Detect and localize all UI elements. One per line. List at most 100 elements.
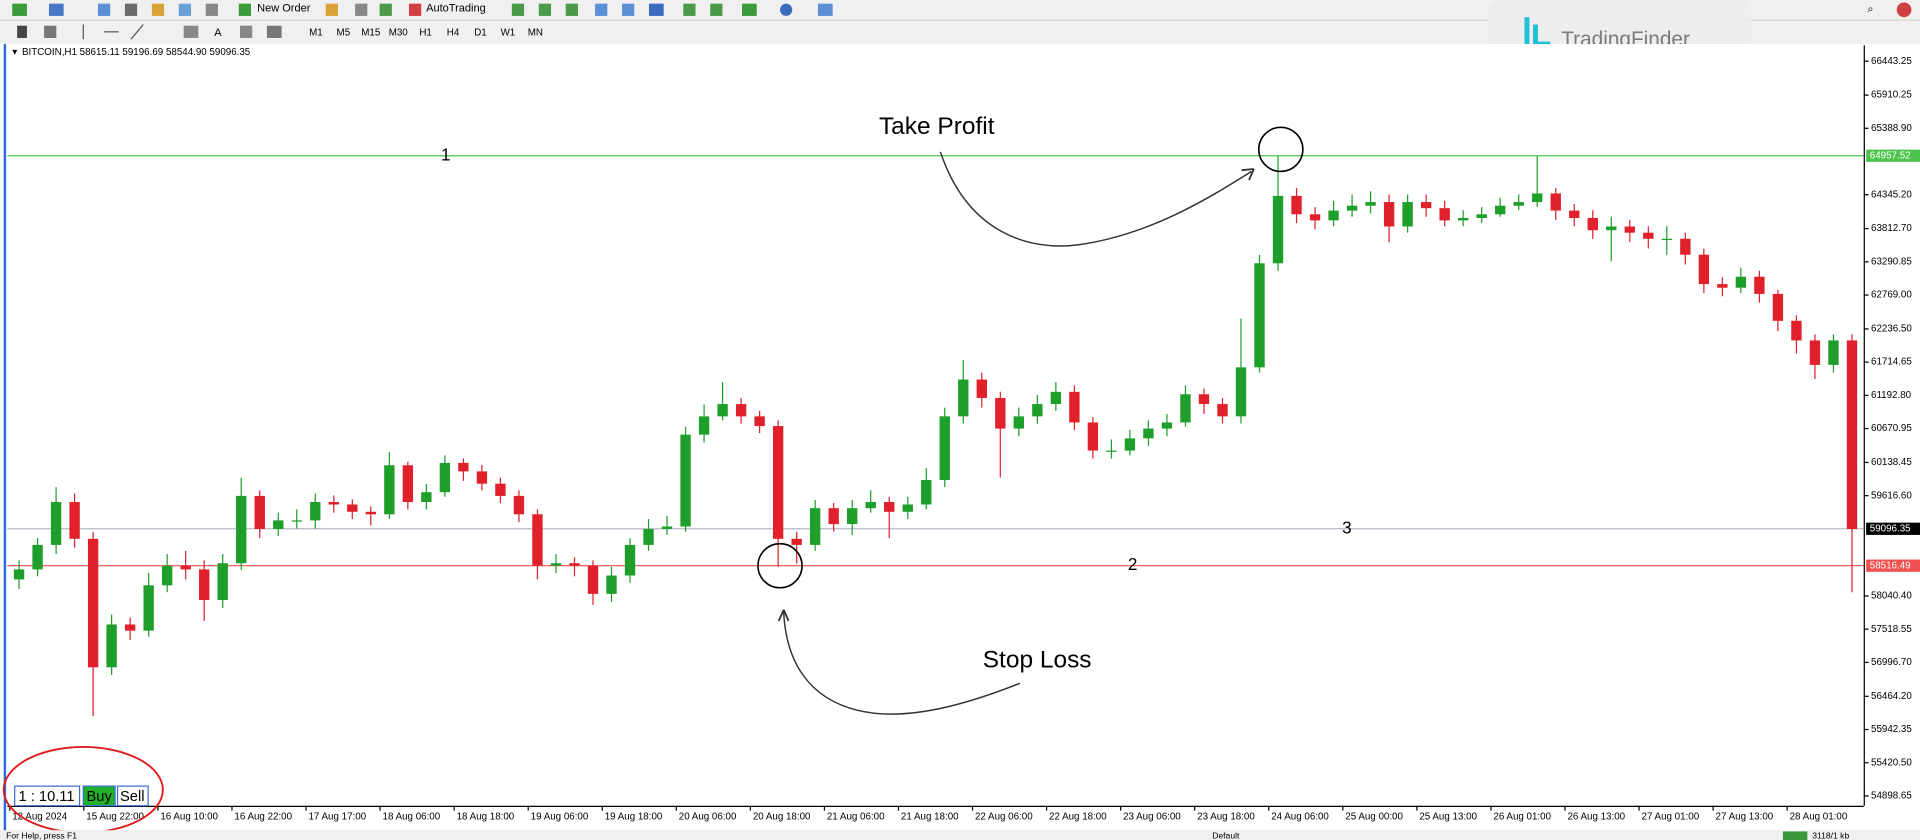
candle-body <box>958 379 969 417</box>
candle-body <box>50 502 62 545</box>
candle-body <box>1457 217 1469 221</box>
candle-body <box>995 397 1006 429</box>
buy-button[interactable] <box>82 785 116 807</box>
candle-body <box>402 465 414 503</box>
icon[interactable] <box>565 3 578 16</box>
candle-body <box>865 502 876 509</box>
icon[interactable] <box>12 3 27 16</box>
highlight-circle <box>1257 126 1304 173</box>
label-tool[interactable] <box>240 25 253 38</box>
text-tool[interactable]: A <box>214 27 222 39</box>
x-labels: 12 Aug 2024 15 Aug 22:00 16 Aug 10:00 16 Au… <box>9 805 1848 822</box>
icon[interactable] <box>622 3 635 16</box>
icon[interactable] <box>595 3 608 16</box>
y-tick-label: 56464.20 <box>1871 691 1912 702</box>
buy-label[interactable]: Buy <box>87 789 113 805</box>
toolbar-icons: A <box>12 3 833 40</box>
timeframe-button[interactable]: W1 <box>501 28 516 39</box>
candle-body <box>180 565 191 570</box>
icon[interactable] <box>178 3 192 16</box>
candle-body <box>1420 202 1432 209</box>
timeframe-button[interactable]: H1 <box>419 28 432 39</box>
candle-body <box>828 508 839 525</box>
candle-body <box>1365 202 1376 206</box>
candle-body <box>587 565 599 594</box>
icon[interactable] <box>48 3 64 16</box>
candle-body <box>254 495 265 529</box>
timeframe-button[interactable]: M30 <box>389 28 409 39</box>
shapes-tool[interactable] <box>266 25 282 38</box>
x-tick-label: 18 Aug 06:00 <box>383 811 441 822</box>
candle-body <box>1809 340 1821 365</box>
candle-body <box>476 471 488 484</box>
price-tag-label: 64957.52 <box>1870 150 1911 161</box>
candle-body <box>1272 195 1284 264</box>
x-tick-label: 15 Aug 22:00 <box>86 811 144 822</box>
icon[interactable] <box>780 3 793 16</box>
fibo-tool[interactable] <box>183 25 199 38</box>
status-profile: Default <box>1212 831 1240 840</box>
y-tick-label: 63812.70 <box>1871 223 1912 234</box>
icon[interactable] <box>648 3 664 16</box>
icon[interactable] <box>151 3 165 16</box>
icon[interactable] <box>683 3 696 16</box>
candle-body <box>495 483 506 496</box>
icon[interactable] <box>538 3 552 16</box>
ratio-box[interactable] <box>14 785 81 807</box>
annotation: Stop Loss <box>983 647 1092 674</box>
timeframes: M1 M5 M15 M30 H1 H4 D1 W1 MN <box>309 28 543 39</box>
candle-body <box>1717 284 1728 288</box>
timeframe-button[interactable]: MN <box>528 28 543 39</box>
candle-body <box>1180 394 1191 423</box>
timeframe-button[interactable]: D1 <box>474 28 487 39</box>
x-tick-label: 22 Aug 06:00 <box>975 811 1033 822</box>
candle-body <box>1495 205 1506 215</box>
trendline-tool[interactable] <box>130 24 144 40</box>
icon[interactable] <box>355 3 368 16</box>
sell-button[interactable] <box>116 785 149 807</box>
icon[interactable] <box>124 3 138 16</box>
candle-body <box>217 563 228 601</box>
icon[interactable] <box>97 3 111 16</box>
cursor-tool[interactable] <box>17 25 27 38</box>
icon[interactable] <box>379 3 392 16</box>
timeframe-button[interactable]: M5 <box>337 28 351 39</box>
connection-icon <box>1782 831 1808 840</box>
icon[interactable] <box>817 3 833 16</box>
candle-body <box>1661 238 1673 241</box>
crosshair-tool[interactable] <box>44 25 57 38</box>
arrow <box>939 151 1252 247</box>
notification-icon[interactable] <box>1896 2 1912 18</box>
icon[interactable] <box>325 3 338 16</box>
timeframe-button[interactable]: M1 <box>309 28 323 39</box>
candle-body <box>1383 202 1395 227</box>
candle-body <box>1069 391 1080 423</box>
candle-body <box>847 508 858 525</box>
new-order-button[interactable]: New Order <box>257 2 311 14</box>
axis-ticks: 66443.25 65910.25 65388.90 64345.20 63812.70… <box>1863 56 1912 802</box>
candle-body <box>661 526 673 529</box>
icon[interactable] <box>408 3 422 16</box>
timeframe-button[interactable]: H4 <box>447 28 460 39</box>
candle-body <box>1606 226 1617 231</box>
symbol-info: ▾ <box>12 47 17 58</box>
autotrading-button[interactable]: AutoTrading <box>426 2 486 14</box>
candle-body <box>921 479 932 505</box>
candle-body <box>347 504 358 512</box>
icon[interactable] <box>710 3 723 16</box>
y-tick-label: 64345.20 <box>1871 189 1912 200</box>
icon[interactable] <box>205 3 218 16</box>
y-tick-label: 63290.85 <box>1871 256 1912 267</box>
candle-body <box>1624 226 1635 233</box>
y-tick-label: 66443.25 <box>1871 56 1912 67</box>
search-icon[interactable]: ⌕ <box>1867 4 1873 16</box>
timeframe-button[interactable]: M15 <box>361 28 381 39</box>
y-tick-label: 62769.00 <box>1871 290 1912 301</box>
candle-body <box>1106 450 1117 452</box>
icon[interactable] <box>511 3 525 16</box>
icon[interactable] <box>238 3 252 16</box>
sell-label[interactable]: Sell <box>120 789 145 805</box>
candle-body <box>439 462 451 493</box>
icon[interactable] <box>742 3 757 16</box>
arrow <box>782 612 1021 715</box>
